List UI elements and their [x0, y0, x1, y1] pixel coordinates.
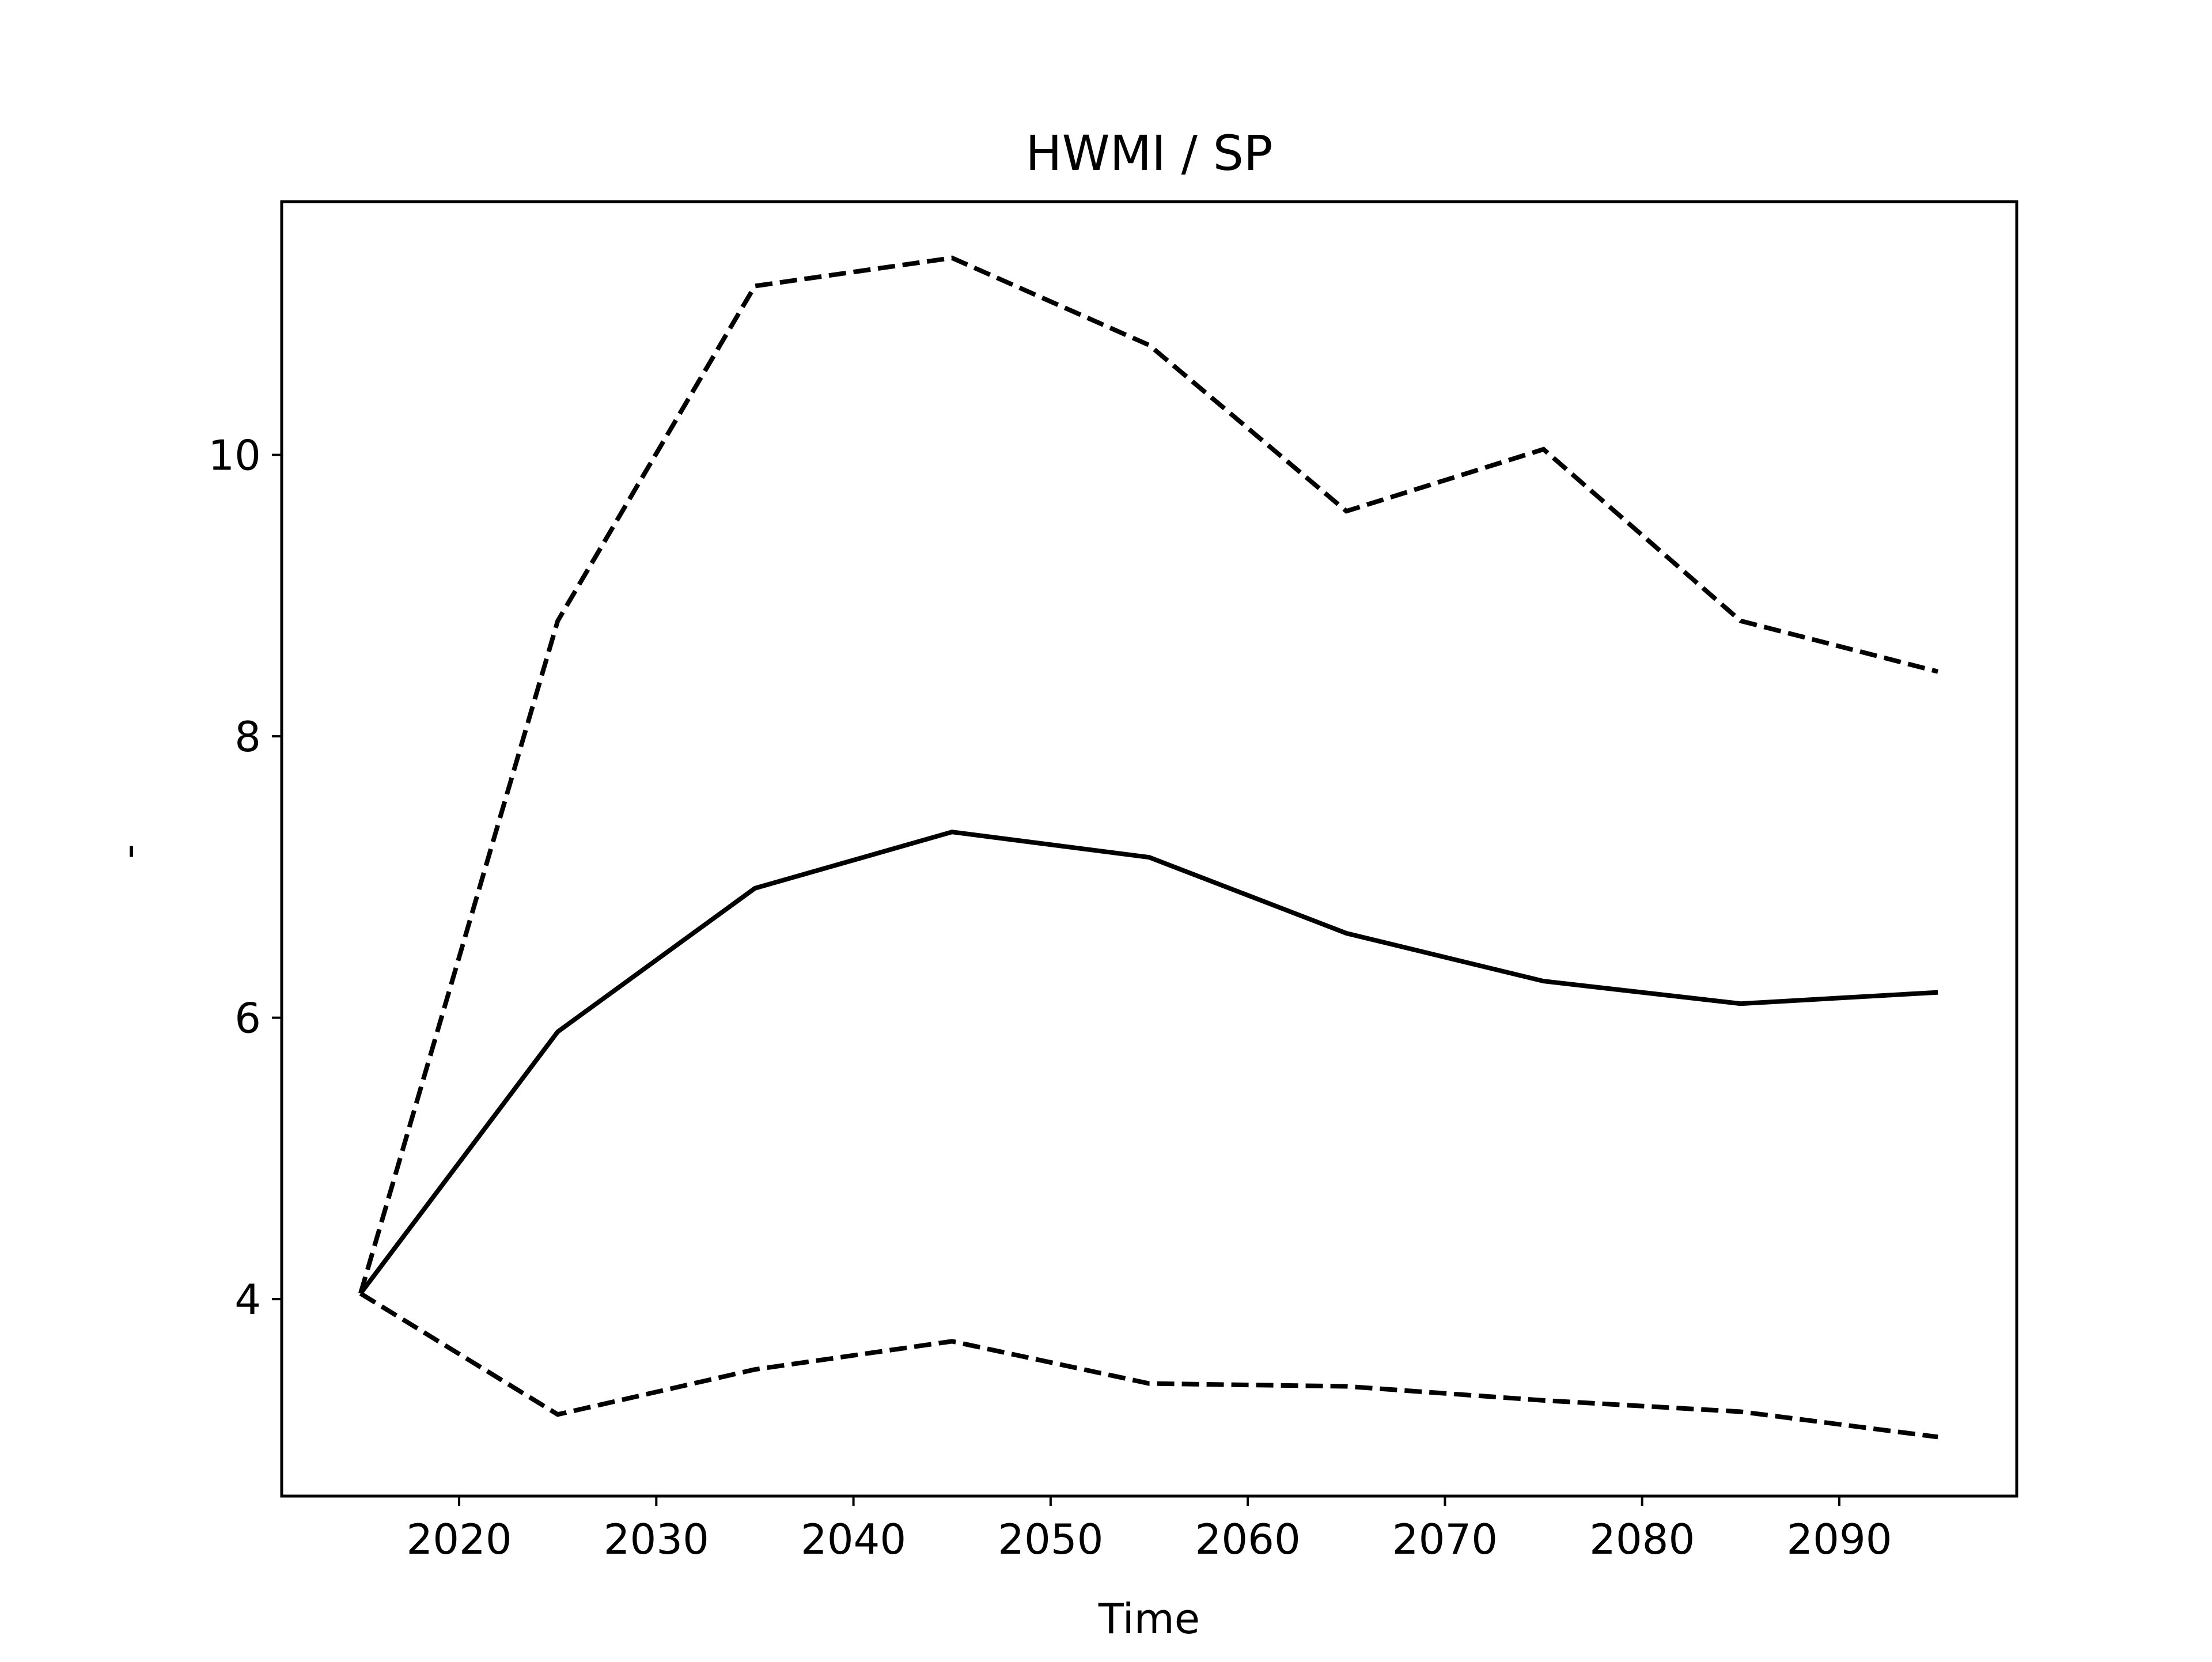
x-axis-label: Time [1098, 1595, 1200, 1643]
x-axis: 2020 2030 2040 2050 2060 2070 2080 2090 [406, 1496, 1892, 1563]
chart-title: HWMI / SP [1025, 125, 1272, 181]
y-tick-label: 6 [234, 994, 261, 1043]
x-tick-label: 2090 [1786, 1515, 1892, 1563]
y-tick-label: 10 [208, 431, 261, 480]
x-tick-label: 2050 [998, 1515, 1103, 1563]
plot-area [358, 255, 1939, 1440]
x-tick-label: 2080 [1589, 1515, 1695, 1563]
series-line-3 [359, 1291, 1938, 1440]
series-line-2 [358, 255, 1939, 1294]
x-tick-label: 2040 [801, 1515, 906, 1563]
x-tick-label: 2060 [1195, 1515, 1301, 1563]
y-axis: 4 6 8 10 [208, 431, 282, 1324]
y-axis-label: - [104, 844, 153, 859]
x-tick-label: 2020 [406, 1515, 512, 1563]
y-tick-label: 4 [234, 1275, 261, 1324]
x-tick-label: 2030 [604, 1515, 709, 1563]
axes-frame [280, 200, 2018, 1498]
x-tick-label: 2070 [1392, 1515, 1498, 1563]
y-tick-label: 8 [234, 713, 261, 761]
series-line-1 [358, 830, 1938, 1295]
